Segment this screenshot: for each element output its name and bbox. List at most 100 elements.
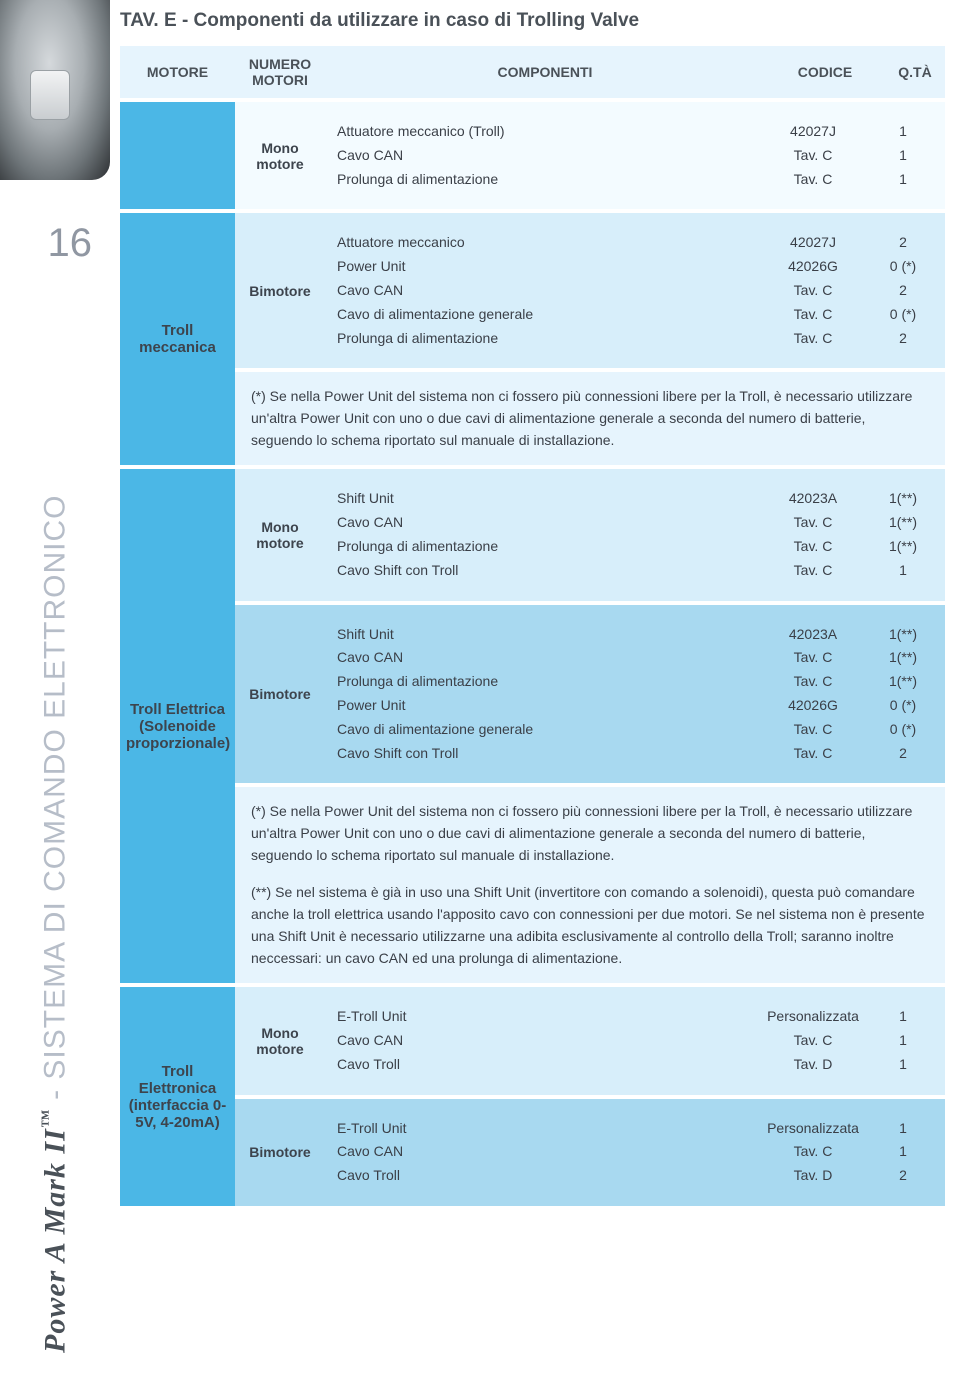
component-name: Cavo CAN (337, 511, 753, 535)
component-name: Shift Unit (337, 487, 753, 511)
component-name: Cavo Shift con Troll (337, 559, 753, 583)
component-qty: 0 (*) (873, 303, 933, 327)
component-qty: 2 (873, 327, 933, 351)
component-row: Prolunga di alimentazioneTav. C1(**) (337, 670, 933, 694)
note-paragraph: (*) Se nella Power Unit del sistema non … (251, 801, 929, 866)
component-name: Cavo Troll (337, 1053, 753, 1077)
system-name: - SISTEMA DI COMANDO ELETTRONICO (39, 495, 72, 1110)
components-cell: Shift Unit42023A1(**)Cavo CANTav. C1(**)… (325, 605, 945, 784)
component-row: Cavo CANTav. C1 (337, 144, 933, 168)
component-code: 42023A (753, 623, 873, 647)
component-name: Prolunga di alimentazione (337, 670, 753, 694)
component-code: Personalizzata (753, 1005, 873, 1029)
component-row: Power Unit42026G0 (*) (337, 255, 933, 279)
component-name: Cavo CAN (337, 279, 753, 303)
component-code: Tav. C (753, 303, 873, 327)
component-code: 42027J (753, 231, 873, 255)
motore-cell: Troll Elettronica (interfaccia 0-5V, 4-2… (120, 987, 235, 1206)
component-qty: 2 (873, 742, 933, 766)
component-qty: 2 (873, 231, 933, 255)
component-qty: 1(**) (873, 511, 933, 535)
component-qty: 0 (*) (873, 255, 933, 279)
component-name: Cavo di alimentazione generale (337, 303, 753, 327)
component-row: Shift Unit42023A1(**) (337, 487, 933, 511)
component-row: Attuatore meccanico (Troll)42027J1 (337, 120, 933, 144)
product-photo (0, 0, 110, 180)
component-code: Tav. D (753, 1164, 873, 1188)
component-name: Power Unit (337, 255, 753, 279)
component-name: Cavo CAN (337, 1140, 753, 1164)
component-qty: 0 (*) (873, 718, 933, 742)
component-row: Cavo CANTav. C1 (337, 1140, 933, 1164)
note-cell: (*) Se nella Power Unit del sistema non … (235, 787, 945, 983)
component-name: E-Troll Unit (337, 1117, 753, 1141)
component-code: Tav. C (753, 511, 873, 535)
component-row: Cavo di alimentazione generaleTav. C0 (*… (337, 303, 933, 327)
component-code: 42026G (753, 694, 873, 718)
component-name: Power Unit (337, 694, 753, 718)
component-qty: 2 (873, 279, 933, 303)
motore-cell: Troll Elettrica (Solenoide proporzionale… (120, 469, 235, 983)
component-code: Tav. C (753, 535, 873, 559)
vertical-title-band: Power A Mark II™ - SISTEMA DI COMANDO EL… (0, 270, 110, 1373)
component-code: Tav. C (753, 1140, 873, 1164)
component-row: Prolunga di alimentazioneTav. C2 (337, 327, 933, 351)
page-number: 16 (0, 195, 110, 270)
brand-name: Power A Mark II (39, 1128, 72, 1353)
component-qty: 0 (*) (873, 694, 933, 718)
component-row: Cavo di alimentazione generaleTav. C0 (*… (337, 718, 933, 742)
components-table: MOTORE NUMERO MOTORI COMPONENTI CODICE Q… (120, 42, 945, 1210)
note-paragraph: (**) Se nel sistema è già in uso una Shi… (251, 882, 929, 969)
numero-motori-cell: Monomotore (235, 469, 325, 600)
tav-title: TAV. E - Componenti da utilizzare in cas… (120, 10, 945, 32)
component-row: Cavo CANTav. C1(**) (337, 646, 933, 670)
component-row: Cavo TrollTav. D2 (337, 1164, 933, 1188)
component-code: Tav. C (753, 559, 873, 583)
col-header-qta: Q.TÀ (885, 46, 945, 98)
component-name: Attuatore meccanico (Troll) (337, 120, 753, 144)
component-qty: 1 (873, 559, 933, 583)
component-row: Cavo CANTav. C1(**) (337, 511, 933, 535)
component-name: Prolunga di alimentazione (337, 327, 753, 351)
components-cell: E-Troll UnitPersonalizzata1Cavo CANTav. … (325, 1099, 945, 1206)
component-qty: 1 (873, 1005, 933, 1029)
component-code: Tav. C (753, 670, 873, 694)
component-name: Cavo Shift con Troll (337, 742, 753, 766)
vertical-title: Power A Mark II™ - SISTEMA DI COMANDO EL… (38, 495, 73, 1353)
note-cell: (*) Se nella Power Unit del sistema non … (235, 372, 945, 465)
component-code: Personalizzata (753, 1117, 873, 1141)
motore-cell: Troll meccanica (120, 213, 235, 465)
component-row: Attuatore meccanico42027J2 (337, 231, 933, 255)
component-name: Cavo Troll (337, 1164, 753, 1188)
numero-motori-cell: Monomotore (235, 987, 325, 1094)
component-qty: 1 (873, 120, 933, 144)
col-header-componenti: COMPONENTI (325, 46, 765, 98)
component-code: Tav. D (753, 1053, 873, 1077)
component-code: Tav. C (753, 742, 873, 766)
component-qty: 1 (873, 168, 933, 192)
components-cell: Attuatore meccanico42027J2Power Unit4202… (325, 213, 945, 368)
component-row: E-Troll UnitPersonalizzata1 (337, 1117, 933, 1141)
numero-motori-cell: Bimotore (235, 1099, 325, 1206)
component-name: E-Troll Unit (337, 1005, 753, 1029)
component-code: 42026G (753, 255, 873, 279)
component-qty: 1(**) (873, 535, 933, 559)
component-qty: 1 (873, 144, 933, 168)
component-qty: 1 (873, 1117, 933, 1141)
component-code: Tav. C (753, 168, 873, 192)
component-qty: 1(**) (873, 487, 933, 511)
component-row: Prolunga di alimentazioneTav. C1 (337, 168, 933, 192)
component-row: Cavo CANTav. C1 (337, 1029, 933, 1053)
component-qty: 1(**) (873, 646, 933, 670)
component-code: Tav. C (753, 1029, 873, 1053)
component-qty: 2 (873, 1164, 933, 1188)
component-row: E-Troll UnitPersonalizzata1 (337, 1005, 933, 1029)
numero-motori-cell: Bimotore (235, 605, 325, 784)
component-qty: 1 (873, 1140, 933, 1164)
component-code: Tav. C (753, 646, 873, 670)
component-row: Cavo Shift con TrollTav. C1 (337, 559, 933, 583)
component-name: Prolunga di alimentazione (337, 535, 753, 559)
col-header-codice: CODICE (765, 46, 885, 98)
note-paragraph: (*) Se nella Power Unit del sistema non … (251, 386, 929, 451)
component-name: Attuatore meccanico (337, 231, 753, 255)
